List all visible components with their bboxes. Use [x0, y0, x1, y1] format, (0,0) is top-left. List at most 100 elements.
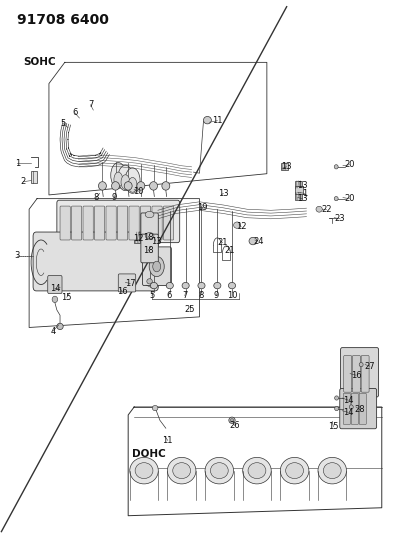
Text: 28: 28	[355, 405, 365, 414]
Text: 91708 6400: 91708 6400	[17, 13, 109, 27]
Ellipse shape	[243, 457, 271, 484]
Text: 3: 3	[14, 252, 20, 261]
Text: 20: 20	[344, 160, 355, 169]
FancyBboxPatch shape	[48, 276, 62, 294]
Ellipse shape	[334, 197, 338, 201]
Ellipse shape	[99, 182, 107, 190]
Text: 27: 27	[365, 362, 375, 370]
Text: 23: 23	[335, 214, 346, 223]
FancyBboxPatch shape	[95, 206, 105, 240]
Text: 16: 16	[351, 370, 361, 379]
Text: 14: 14	[343, 408, 354, 417]
Text: 14: 14	[343, 395, 354, 405]
FancyBboxPatch shape	[281, 163, 288, 170]
Text: 11: 11	[212, 116, 223, 125]
FancyBboxPatch shape	[57, 200, 180, 243]
FancyBboxPatch shape	[294, 181, 302, 188]
Text: 5: 5	[149, 291, 154, 300]
Ellipse shape	[114, 172, 122, 187]
Ellipse shape	[249, 237, 257, 245]
FancyBboxPatch shape	[141, 213, 158, 241]
FancyBboxPatch shape	[106, 206, 116, 240]
FancyBboxPatch shape	[340, 389, 377, 429]
Text: 13: 13	[297, 194, 308, 203]
Text: 16: 16	[117, 287, 128, 296]
FancyBboxPatch shape	[164, 206, 174, 240]
Ellipse shape	[153, 261, 161, 272]
Ellipse shape	[135, 463, 153, 479]
Text: 1: 1	[15, 159, 20, 167]
Text: DOHC: DOHC	[132, 449, 166, 459]
Text: 8: 8	[198, 291, 203, 300]
FancyBboxPatch shape	[294, 192, 302, 200]
Text: 24: 24	[253, 237, 263, 246]
Text: 6: 6	[166, 291, 171, 300]
Ellipse shape	[210, 463, 228, 479]
Text: 14: 14	[49, 284, 60, 293]
FancyBboxPatch shape	[295, 187, 302, 195]
Ellipse shape	[150, 182, 158, 190]
Text: 20: 20	[344, 194, 355, 203]
Text: 7: 7	[182, 291, 188, 300]
Ellipse shape	[335, 396, 339, 400]
Ellipse shape	[57, 323, 63, 329]
Text: 18: 18	[143, 246, 153, 255]
Ellipse shape	[280, 457, 309, 484]
Ellipse shape	[173, 463, 191, 479]
Ellipse shape	[203, 116, 211, 124]
Ellipse shape	[152, 406, 158, 411]
Text: 19: 19	[198, 203, 208, 212]
Ellipse shape	[124, 182, 132, 190]
Text: 21: 21	[217, 238, 228, 247]
Ellipse shape	[149, 256, 164, 277]
Text: 17: 17	[125, 279, 136, 288]
Text: 7: 7	[88, 100, 93, 109]
FancyBboxPatch shape	[142, 247, 171, 286]
Text: 6: 6	[72, 108, 77, 117]
Ellipse shape	[359, 362, 363, 367]
Ellipse shape	[233, 222, 241, 228]
Ellipse shape	[286, 463, 304, 479]
Ellipse shape	[228, 282, 235, 289]
Text: 5: 5	[60, 119, 65, 128]
Ellipse shape	[230, 419, 233, 422]
Ellipse shape	[198, 282, 205, 289]
Text: 12: 12	[133, 234, 143, 243]
Text: 9: 9	[112, 193, 117, 202]
FancyBboxPatch shape	[352, 356, 360, 392]
Ellipse shape	[323, 463, 341, 479]
Text: 1: 1	[302, 189, 307, 198]
Ellipse shape	[52, 296, 57, 303]
Text: 18: 18	[143, 233, 153, 242]
Text: 15: 15	[328, 422, 339, 431]
Ellipse shape	[150, 282, 158, 289]
Ellipse shape	[182, 282, 189, 289]
Text: 2: 2	[21, 177, 26, 186]
Text: 13: 13	[281, 163, 292, 171]
FancyBboxPatch shape	[117, 206, 128, 240]
Ellipse shape	[118, 165, 133, 191]
Ellipse shape	[316, 206, 322, 212]
Ellipse shape	[334, 165, 338, 169]
Ellipse shape	[162, 182, 170, 190]
Ellipse shape	[111, 163, 126, 188]
Ellipse shape	[125, 168, 140, 193]
Text: 13: 13	[218, 189, 229, 198]
FancyBboxPatch shape	[147, 236, 152, 244]
Ellipse shape	[349, 405, 353, 409]
Ellipse shape	[145, 212, 154, 217]
Ellipse shape	[229, 417, 235, 423]
Ellipse shape	[205, 457, 233, 484]
FancyBboxPatch shape	[31, 171, 37, 183]
Text: 8: 8	[94, 193, 99, 202]
Text: 13: 13	[297, 181, 308, 190]
FancyBboxPatch shape	[361, 356, 369, 392]
Ellipse shape	[166, 282, 173, 289]
Ellipse shape	[147, 257, 152, 263]
FancyBboxPatch shape	[71, 206, 82, 240]
FancyBboxPatch shape	[33, 232, 158, 291]
Ellipse shape	[145, 232, 154, 239]
FancyBboxPatch shape	[60, 206, 70, 240]
FancyBboxPatch shape	[344, 356, 352, 392]
Text: SOHC: SOHC	[23, 57, 56, 67]
